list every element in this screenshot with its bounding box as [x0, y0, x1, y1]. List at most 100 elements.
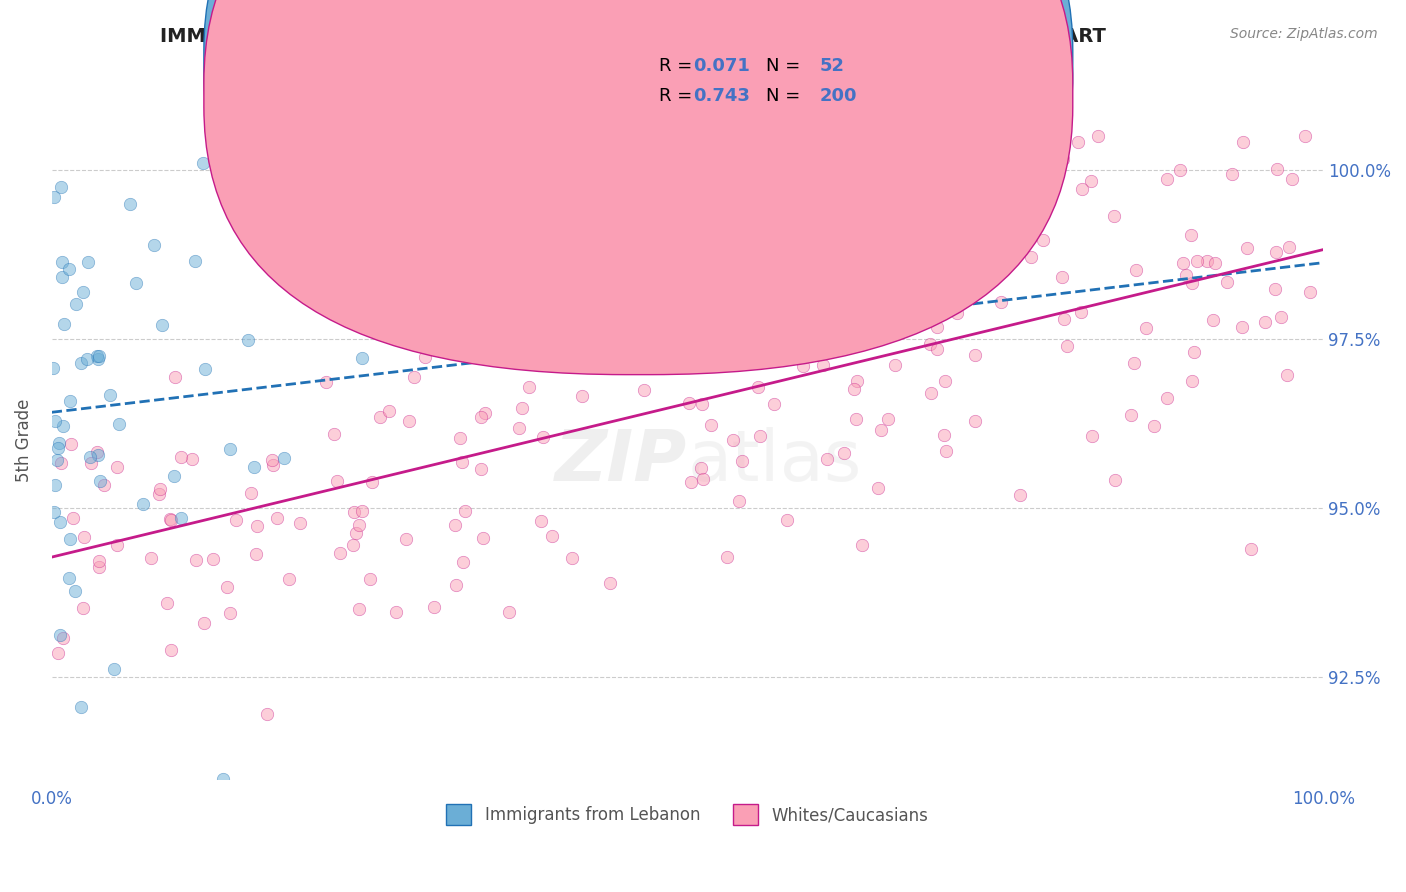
Point [148, 487, 170, 501]
Point [748, 429, 770, 443]
Point [1135, 320, 1157, 334]
Point [160, 513, 183, 527]
Point [51, 269, 73, 284]
Point [89, 474, 111, 488]
Point [245, 547, 267, 561]
Point [934, 374, 956, 388]
Point [63, 583, 86, 598]
Point [48, 436, 70, 450]
Point [62, 510, 84, 524]
Point [58, 571, 80, 585]
Point [721, 434, 744, 448]
Point [107, 459, 129, 474]
Point [1070, 182, 1092, 196]
Point [191, 156, 214, 170]
Text: ZIP: ZIP [555, 426, 688, 496]
Point [508, 313, 530, 327]
Point [1080, 174, 1102, 188]
Point [823, 276, 845, 290]
Point [180, 452, 202, 467]
Point [149, 482, 172, 496]
Point [59, 532, 82, 546]
Point [49, 456, 72, 470]
Point [927, 227, 949, 241]
Point [405, 334, 427, 349]
Point [672, 271, 695, 285]
Text: IMMIGRANTS FROM LEBANON VS WHITE/CAUCASIAN 5TH GRADE CORRELATION CHART: IMMIGRANTS FROM LEBANON VS WHITE/CAUCASI… [160, 27, 1105, 45]
Point [160, 642, 183, 657]
Point [1195, 254, 1218, 268]
Point [1052, 152, 1074, 166]
Point [359, 572, 381, 586]
Point [395, 532, 418, 546]
Point [666, 265, 689, 279]
Point [87, 559, 110, 574]
Point [105, 538, 128, 552]
Point [402, 370, 425, 384]
Point [89, 554, 111, 568]
Point [1281, 172, 1303, 186]
Point [215, 580, 238, 594]
Point [1185, 254, 1208, 268]
Point [1174, 268, 1197, 282]
Point [46, 646, 69, 660]
Point [59, 394, 82, 409]
Point [1232, 135, 1254, 149]
Point [1253, 315, 1275, 329]
Point [89, 349, 111, 363]
Point [692, 472, 714, 486]
Point [183, 253, 205, 268]
Point [125, 276, 148, 290]
Point [170, 511, 193, 525]
Point [100, 387, 122, 401]
Point [1070, 305, 1092, 319]
Point [218, 607, 240, 621]
Point [704, 305, 727, 319]
Point [239, 486, 262, 500]
Point [262, 453, 284, 467]
Point [792, 342, 814, 356]
Point [52, 317, 75, 331]
Point [585, 231, 607, 245]
Point [792, 359, 814, 374]
Text: 0.071: 0.071 [693, 57, 749, 75]
Point [880, 272, 903, 286]
Point [256, 707, 278, 722]
Point [184, 552, 207, 566]
Point [52, 632, 75, 646]
Point [48, 442, 70, 456]
Text: R =: R = [659, 57, 699, 75]
Point [845, 412, 868, 426]
Text: R =: R = [659, 87, 699, 105]
Point [846, 374, 869, 388]
Text: N =: N = [766, 87, 800, 105]
Point [143, 238, 166, 252]
Point [571, 389, 593, 403]
Point [832, 446, 855, 460]
Text: atlas: atlas [688, 426, 862, 496]
Point [1216, 275, 1239, 289]
Point [925, 320, 948, 334]
Point [141, 551, 163, 566]
Point [155, 596, 177, 610]
Point [868, 293, 890, 307]
Point [1239, 541, 1261, 556]
Point [1202, 313, 1225, 327]
Point [193, 615, 215, 630]
Point [46, 453, 69, 467]
Point [69, 356, 91, 370]
Point [530, 514, 553, 528]
Point [243, 459, 266, 474]
Point [856, 295, 879, 310]
Point [485, 263, 508, 277]
Point [470, 410, 492, 425]
Point [678, 396, 700, 410]
Point [118, 197, 141, 211]
Point [443, 518, 465, 533]
Point [170, 450, 193, 464]
Point [716, 549, 738, 564]
Point [49, 628, 72, 642]
Point [1143, 419, 1166, 434]
Point [423, 599, 446, 614]
Point [925, 342, 948, 356]
